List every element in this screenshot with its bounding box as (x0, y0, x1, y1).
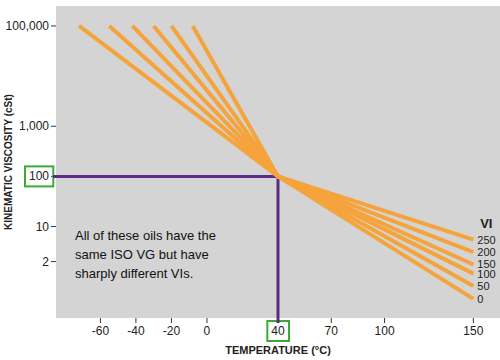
series-label: 0 (477, 293, 483, 305)
x-tick (135, 318, 136, 323)
viscosity-line (193, 26, 474, 299)
x-tick-label: 0 (204, 324, 211, 338)
x-tick-label: 100 (375, 324, 395, 338)
series-label: 200 (477, 246, 495, 258)
x-tick-label: -40 (127, 324, 145, 338)
highlight-box (25, 166, 53, 186)
annotation-line: All of these oils have the (75, 228, 216, 243)
x-axis-title: TEMPERATURE (°C) (225, 344, 331, 356)
annotation-line: sharply different VIs. (75, 266, 193, 281)
y-tick (51, 261, 56, 262)
y-tick (51, 25, 56, 26)
y-tick-label: 2 (42, 255, 49, 269)
legend-title: VI (480, 216, 492, 231)
x-tick-label: 40 (271, 324, 285, 338)
series-labels: 250200150100500 (477, 234, 495, 305)
series-label: 100 (477, 268, 495, 280)
reference-line-h (53, 175, 278, 178)
viscosity-line (79, 26, 473, 240)
x-tick-label: 70 (325, 324, 339, 338)
x-tick-label: -60 (92, 324, 110, 338)
x-tick (473, 318, 474, 323)
y-axis-title: KINEMATIC VISCOSITY (cSt) (3, 94, 14, 230)
y-tick (51, 126, 56, 127)
y-tick (51, 226, 56, 227)
y-tick-label: 10 (36, 220, 50, 234)
axes: -60 -40 -20 0 40 70 100 150 2 10 100 1,000 100,000 (6, 19, 484, 338)
x-tick-label: 150 (463, 324, 483, 338)
y-tick-label: 100 (29, 169, 49, 183)
series-label: 250 (477, 234, 495, 246)
x-tick (384, 318, 385, 323)
annotation: All of these oils have the same ISO VG bu… (75, 228, 216, 281)
highlight-box (267, 321, 289, 341)
x-tick (171, 318, 172, 323)
reference-line-v (277, 176, 280, 323)
x-tick (100, 318, 101, 323)
x-tick (206, 318, 207, 323)
y-tick-label: 1,000 (19, 119, 49, 133)
x-tick (331, 318, 332, 323)
y-tick-label: 100,000 (6, 19, 50, 33)
series-label: 50 (477, 280, 489, 292)
x-tick-label: -20 (163, 324, 181, 338)
annotation-line: same ISO VG but have (75, 247, 209, 262)
chart: -60 -40 -20 0 40 70 100 150 2 10 100 1,000 100,000 TE… (0, 0, 500, 360)
